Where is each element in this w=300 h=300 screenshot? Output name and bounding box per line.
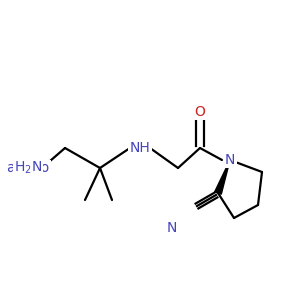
Text: amino: amino [6, 161, 50, 175]
Polygon shape [215, 160, 230, 194]
Text: O: O [195, 105, 206, 119]
Text: N: N [225, 153, 235, 167]
Text: NH: NH [130, 141, 150, 155]
Text: N: N [167, 221, 177, 235]
Text: H$_2$N: H$_2$N [14, 160, 42, 176]
